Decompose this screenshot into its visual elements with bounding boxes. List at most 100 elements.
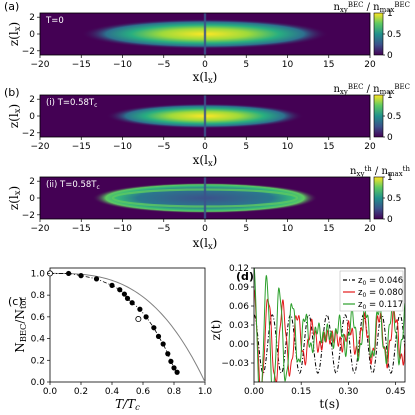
heatmap-panel-1: (i) T=0.58Tc−20 −15 −10 −5 0 5 10 15 2020−2x(lx)… bbox=[4, 83, 410, 168]
y-axis-label: z(t) bbox=[209, 320, 223, 341]
y-tick-label: 0.2 bbox=[31, 356, 45, 366]
inset-text-part: c bbox=[97, 184, 100, 191]
y-tick-label: 0.03 bbox=[229, 321, 249, 331]
colorbar-label-part: th bbox=[364, 165, 372, 173]
x-axis-label-part: c bbox=[135, 402, 140, 412]
colorbar-label-part: / n bbox=[363, 84, 380, 95]
x-tick-label: 5 bbox=[243, 224, 249, 234]
data-point bbox=[93, 276, 100, 282]
x-axis-label-part: ) bbox=[213, 153, 218, 167]
x-tick-label: −20 bbox=[31, 60, 50, 70]
x-tick-label: 0.30 bbox=[338, 387, 358, 397]
colorbar-label: nxyth / nmaxth bbox=[350, 165, 410, 178]
colorbar-label-part: BEC bbox=[394, 1, 410, 9]
legend-label-part: z bbox=[358, 276, 363, 286]
x-tick-label: −20 bbox=[31, 224, 50, 234]
x-tick-label: −10 bbox=[113, 60, 132, 70]
x-tick-label: 0.6 bbox=[136, 387, 151, 397]
y-axis-label-part: x bbox=[12, 26, 22, 31]
x-tick-label: 0.8 bbox=[167, 387, 182, 397]
x-axis-label-part: x( bbox=[193, 70, 204, 84]
series-line bbox=[254, 289, 405, 382]
inset-text: (i) T=0.58Tc bbox=[46, 98, 97, 109]
data-point bbox=[121, 291, 127, 297]
y-tick-label: 0 bbox=[29, 194, 35, 204]
data-point bbox=[168, 358, 174, 364]
x-tick-label: 20 bbox=[364, 224, 376, 234]
x-tick-label: 5 bbox=[243, 142, 249, 152]
colorbar-label-part: BEC bbox=[348, 83, 364, 91]
panel-label: (d) bbox=[236, 270, 254, 283]
data-point bbox=[129, 300, 135, 306]
center-dip bbox=[203, 95, 207, 137]
x-tick-label: 15 bbox=[323, 142, 334, 152]
y-tick-label: 0.06 bbox=[229, 302, 249, 312]
center-dip bbox=[203, 13, 207, 55]
y-axis-label: z(lx) bbox=[7, 104, 22, 128]
x-tick-label: 0 bbox=[202, 60, 208, 70]
colorbar-tick-label: 0 bbox=[387, 51, 393, 61]
x-tick-label: 0 bbox=[202, 142, 208, 152]
x-tick-label: 0 bbox=[202, 224, 208, 234]
colorbar-label: nxyBEC / nmaxBEC bbox=[333, 83, 410, 96]
x-axis-label: x(lx) bbox=[193, 236, 218, 251]
inset-text-part: c bbox=[94, 102, 97, 109]
data-point bbox=[143, 314, 149, 320]
y-tick-label: 0.6 bbox=[31, 313, 46, 323]
y-tick-label: 0 bbox=[29, 112, 35, 122]
x-tick-label: −10 bbox=[113, 224, 132, 234]
colorbar-label-part: n bbox=[350, 166, 357, 177]
y-tick-label: 0.8 bbox=[31, 291, 46, 301]
y-tick-label: 2 bbox=[29, 177, 35, 187]
y-tick-label: 0.4 bbox=[31, 335, 46, 345]
y-tick-label: 0 bbox=[29, 30, 35, 40]
data-point bbox=[109, 282, 115, 288]
data-point bbox=[155, 333, 162, 339]
y-axis-label: z(lx) bbox=[7, 22, 22, 46]
y-tick-label: 0.12 bbox=[229, 264, 249, 274]
x-tick-label: 0.00 bbox=[244, 387, 264, 397]
y-tick-label: 0.09 bbox=[229, 283, 249, 293]
y-tick-label: −2 bbox=[22, 129, 35, 139]
inset-text: (ii) T=0.58Tc bbox=[46, 180, 100, 191]
colorbar-label-part: th bbox=[403, 165, 411, 173]
colorbar-label-part: BEC bbox=[394, 83, 410, 91]
x-axis-label: x(lx) bbox=[193, 153, 218, 168]
legend-label-part: z bbox=[358, 300, 363, 310]
y-tick-label: −0.03 bbox=[221, 359, 249, 369]
y-axis-label-part: x bbox=[12, 190, 22, 195]
y-axis-label-part: N bbox=[13, 342, 27, 353]
x-tick-label: 0.15 bbox=[291, 387, 311, 397]
panel-d: 0.00 0.15 0.30 0.45 0.12 0.09 0.06 0.03 0.00 −0.0… bbox=[209, 264, 406, 411]
x-axis-label-part: x bbox=[208, 241, 213, 251]
legend-label: z0 = 0.046 bbox=[358, 276, 403, 287]
x-tick-label: −5 bbox=[157, 224, 170, 234]
y-axis-label: z(lx) bbox=[7, 186, 22, 210]
colorbar-label-part: max bbox=[380, 6, 395, 14]
y-axis-label-part: /N bbox=[13, 309, 27, 324]
x-tick-label: 20 bbox=[364, 142, 376, 152]
y-axis-label-part: x bbox=[12, 108, 22, 113]
y-tick-label: −2 bbox=[22, 47, 35, 57]
x-tick-label: −5 bbox=[157, 142, 170, 152]
inset-text-part: (i) T=0.58T bbox=[46, 98, 95, 108]
y-tick-label: 0.00 bbox=[229, 340, 249, 350]
colorbar-tick-label: 1 bbox=[387, 173, 393, 183]
data-point bbox=[174, 369, 180, 375]
legend-label-part: = 0.046 bbox=[366, 276, 403, 286]
x-tick-label: 15 bbox=[323, 224, 334, 234]
colorbar-label-part: BEC bbox=[348, 1, 364, 9]
panel-label: (c) bbox=[8, 295, 23, 308]
x-tick-label: 10 bbox=[282, 224, 294, 234]
y-axis-label-part: z( bbox=[7, 35, 21, 46]
x-tick-label: 0.45 bbox=[386, 387, 406, 397]
legend-label-part: z bbox=[358, 288, 363, 298]
panel-label: (a) bbox=[4, 0, 19, 13]
legend-label-part: = 0.080 bbox=[366, 288, 403, 298]
legend-label: z0 = 0.117 bbox=[358, 300, 403, 311]
x-axis-label-part: x bbox=[208, 75, 213, 85]
legend-label-part: = 0.117 bbox=[366, 300, 403, 310]
x-axis-label-part: ) bbox=[213, 70, 218, 84]
data-point bbox=[66, 270, 72, 277]
